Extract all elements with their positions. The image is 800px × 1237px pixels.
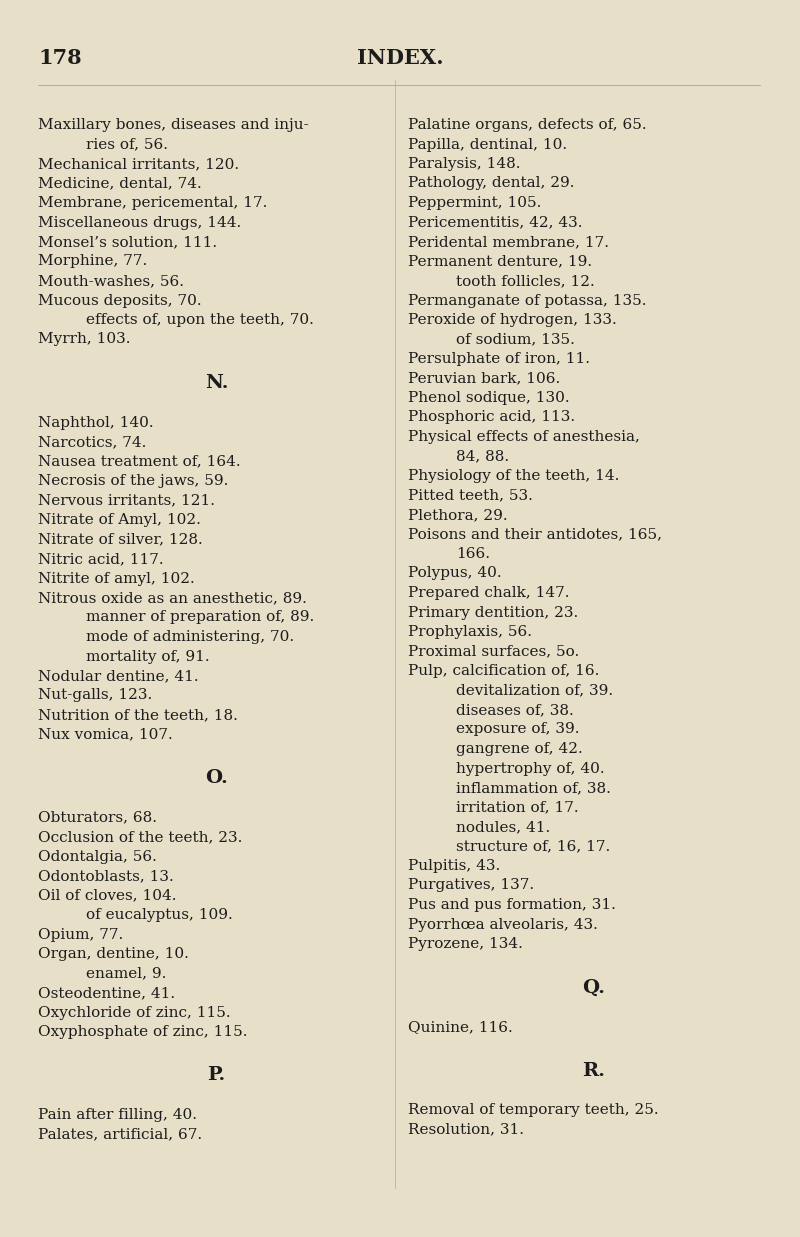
Text: Mechanical irritants, 120.: Mechanical irritants, 120. <box>38 157 239 171</box>
Text: Oil of cloves, 104.: Oil of cloves, 104. <box>38 888 177 903</box>
Text: irritation of, 17.: irritation of, 17. <box>456 800 578 814</box>
Text: Primary dentition, 23.: Primary dentition, 23. <box>408 605 578 620</box>
Text: N.: N. <box>205 374 228 392</box>
Text: gangrene of, 42.: gangrene of, 42. <box>456 742 582 756</box>
Text: 178: 178 <box>38 48 82 68</box>
Text: Nitrous oxide as an anesthetic, 89.: Nitrous oxide as an anesthetic, 89. <box>38 591 307 605</box>
Text: Peroxide of hydrogen, 133.: Peroxide of hydrogen, 133. <box>408 313 617 327</box>
Text: Nitric acid, 117.: Nitric acid, 117. <box>38 552 164 567</box>
Text: tooth follicles, 12.: tooth follicles, 12. <box>456 275 594 288</box>
Text: of sodium, 135.: of sodium, 135. <box>456 333 575 346</box>
Text: Physical effects of anesthesia,: Physical effects of anesthesia, <box>408 430 640 444</box>
Text: Monsel’s solution, 111.: Monsel’s solution, 111. <box>38 235 217 249</box>
Text: Persulphate of iron, 11.: Persulphate of iron, 11. <box>408 353 590 366</box>
Text: Narcotics, 74.: Narcotics, 74. <box>38 435 146 449</box>
Text: Nitrate of silver, 128.: Nitrate of silver, 128. <box>38 532 202 547</box>
Text: INDEX.: INDEX. <box>357 48 443 68</box>
Text: Opium, 77.: Opium, 77. <box>38 928 123 941</box>
Text: Pus and pus formation, 31.: Pus and pus formation, 31. <box>408 898 616 912</box>
Text: Peridental membrane, 17.: Peridental membrane, 17. <box>408 235 609 249</box>
Text: exposure of, 39.: exposure of, 39. <box>456 722 579 736</box>
Text: Osteodentine, 41.: Osteodentine, 41. <box>38 986 175 999</box>
Text: Pain after filling, 40.: Pain after filling, 40. <box>38 1108 197 1122</box>
Text: ries of, 56.: ries of, 56. <box>86 137 168 151</box>
Text: R.: R. <box>582 1061 606 1080</box>
Text: devitalization of, 39.: devitalization of, 39. <box>456 684 613 698</box>
Text: 166.: 166. <box>456 547 490 562</box>
Text: Pyorrhœa alveolaris, 43.: Pyorrhœa alveolaris, 43. <box>408 918 598 931</box>
Text: Plethora, 29.: Plethora, 29. <box>408 508 508 522</box>
Text: 84, 88.: 84, 88. <box>456 449 509 464</box>
Text: Maxillary bones, diseases and inju-: Maxillary bones, diseases and inju- <box>38 118 309 132</box>
Text: Polypus, 40.: Polypus, 40. <box>408 567 502 580</box>
Text: enamel, 9.: enamel, 9. <box>86 966 166 981</box>
Text: Palates, artificial, 67.: Palates, artificial, 67. <box>38 1127 202 1142</box>
Text: Odontoblasts, 13.: Odontoblasts, 13. <box>38 870 174 883</box>
Text: Medicine, dental, 74.: Medicine, dental, 74. <box>38 177 202 190</box>
Text: Paralysis, 148.: Paralysis, 148. <box>408 157 521 171</box>
Text: Pericementitis, 42, 43.: Pericementitis, 42, 43. <box>408 215 582 230</box>
Text: Nutrition of the teeth, 18.: Nutrition of the teeth, 18. <box>38 708 238 722</box>
Text: mode of administering, 70.: mode of administering, 70. <box>86 630 294 644</box>
Text: Physiology of the teeth, 14.: Physiology of the teeth, 14. <box>408 469 619 482</box>
Text: Proximal surfaces, 5o.: Proximal surfaces, 5o. <box>408 644 579 658</box>
Text: Resolution, 31.: Resolution, 31. <box>408 1122 524 1137</box>
Text: Pathology, dental, 29.: Pathology, dental, 29. <box>408 177 574 190</box>
Text: inflammation of, 38.: inflammation of, 38. <box>456 781 611 795</box>
Text: P.: P. <box>207 1066 226 1085</box>
Text: Quinine, 116.: Quinine, 116. <box>408 1021 513 1034</box>
Text: Nux vomica, 107.: Nux vomica, 107. <box>38 727 173 741</box>
Text: Oxychloride of zinc, 115.: Oxychloride of zinc, 115. <box>38 1006 230 1019</box>
Text: Odontalgia, 56.: Odontalgia, 56. <box>38 850 157 863</box>
Text: Poisons and their antidotes, 165,: Poisons and their antidotes, 165, <box>408 527 662 542</box>
Text: Permanent denture, 19.: Permanent denture, 19. <box>408 255 592 268</box>
Text: Mucous deposits, 70.: Mucous deposits, 70. <box>38 293 202 308</box>
Text: diseases of, 38.: diseases of, 38. <box>456 703 574 717</box>
Text: Membrane, pericemental, 17.: Membrane, pericemental, 17. <box>38 195 267 210</box>
Text: Phosphoric acid, 113.: Phosphoric acid, 113. <box>408 411 575 424</box>
Text: Pitted teeth, 53.: Pitted teeth, 53. <box>408 489 533 502</box>
Text: Nausea treatment of, 164.: Nausea treatment of, 164. <box>38 454 241 469</box>
Text: O.: O. <box>205 769 228 787</box>
Text: Occlusion of the teeth, 23.: Occlusion of the teeth, 23. <box>38 830 242 844</box>
Text: Naphthol, 140.: Naphthol, 140. <box>38 416 154 429</box>
Text: structure of, 16, 17.: structure of, 16, 17. <box>456 840 610 854</box>
Text: Nitrate of Amyl, 102.: Nitrate of Amyl, 102. <box>38 513 201 527</box>
Text: Organ, dentine, 10.: Organ, dentine, 10. <box>38 948 189 961</box>
Text: Nitrite of amyl, 102.: Nitrite of amyl, 102. <box>38 571 194 585</box>
Text: of eucalyptus, 109.: of eucalyptus, 109. <box>86 908 233 922</box>
Text: nodules, 41.: nodules, 41. <box>456 820 550 834</box>
Text: effects of, upon the teeth, 70.: effects of, upon the teeth, 70. <box>86 313 314 327</box>
Text: Prepared chalk, 147.: Prepared chalk, 147. <box>408 586 570 600</box>
Text: Obturators, 68.: Obturators, 68. <box>38 810 157 825</box>
Text: Purgatives, 137.: Purgatives, 137. <box>408 878 534 893</box>
Text: Morphine, 77.: Morphine, 77. <box>38 255 147 268</box>
Text: Permanganate of potassa, 135.: Permanganate of potassa, 135. <box>408 293 646 308</box>
Text: manner of preparation of, 89.: manner of preparation of, 89. <box>86 611 314 625</box>
Text: Papilla, dentinal, 10.: Papilla, dentinal, 10. <box>408 137 567 151</box>
Text: Pulpitis, 43.: Pulpitis, 43. <box>408 858 500 873</box>
Text: Nut-galls, 123.: Nut-galls, 123. <box>38 689 152 703</box>
Text: hypertrophy of, 40.: hypertrophy of, 40. <box>456 762 605 776</box>
Text: Removal of temporary teeth, 25.: Removal of temporary teeth, 25. <box>408 1103 658 1117</box>
Text: Phenol sodique, 130.: Phenol sodique, 130. <box>408 391 570 404</box>
Text: Mouth-washes, 56.: Mouth-washes, 56. <box>38 275 184 288</box>
Text: Palatine organs, defects of, 65.: Palatine organs, defects of, 65. <box>408 118 646 132</box>
Text: Necrosis of the jaws, 59.: Necrosis of the jaws, 59. <box>38 474 228 489</box>
Text: Miscellaneous drugs, 144.: Miscellaneous drugs, 144. <box>38 215 242 230</box>
Text: Prophylaxis, 56.: Prophylaxis, 56. <box>408 625 532 640</box>
Text: mortality of, 91.: mortality of, 91. <box>86 649 210 663</box>
Text: Pyrozene, 134.: Pyrozene, 134. <box>408 936 523 951</box>
Text: Oxyphosphate of zinc, 115.: Oxyphosphate of zinc, 115. <box>38 1025 247 1039</box>
Text: Pulp, calcification of, 16.: Pulp, calcification of, 16. <box>408 664 599 678</box>
Text: Nodular dentine, 41.: Nodular dentine, 41. <box>38 669 198 683</box>
Text: Myrrh, 103.: Myrrh, 103. <box>38 333 130 346</box>
Text: Nervous irritants, 121.: Nervous irritants, 121. <box>38 494 215 507</box>
Text: Peruvian bark, 106.: Peruvian bark, 106. <box>408 371 560 386</box>
Text: Q.: Q. <box>582 978 606 997</box>
Text: Peppermint, 105.: Peppermint, 105. <box>408 195 542 210</box>
